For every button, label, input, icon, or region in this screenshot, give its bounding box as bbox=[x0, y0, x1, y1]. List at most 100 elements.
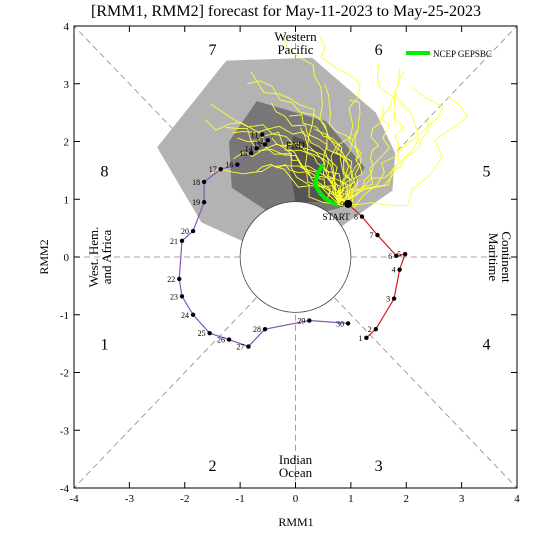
observed-point-label: 24 bbox=[181, 311, 189, 320]
legend: NCEP GEPSBC bbox=[406, 49, 492, 59]
observed-point-label: 25 bbox=[198, 329, 206, 338]
y-tick-label: 4 bbox=[64, 21, 70, 33]
plot-clip-group: 1234567893029282726252423222120191817161… bbox=[74, 26, 517, 488]
ensemble-member-line bbox=[339, 130, 363, 206]
observed-point-label: 6 bbox=[388, 252, 392, 261]
observed-point bbox=[394, 253, 399, 259]
observed-point-label: 5 bbox=[397, 250, 401, 259]
ensemble-member-line bbox=[233, 143, 341, 206]
region-label-right: Maritime bbox=[486, 233, 501, 282]
x-tick-label: -4 bbox=[69, 493, 79, 505]
observed-point bbox=[235, 162, 240, 167]
ensemble-member-line bbox=[237, 131, 341, 206]
phase-label: 7 bbox=[208, 42, 216, 59]
ensemble-member-line bbox=[339, 135, 359, 206]
start-marker bbox=[344, 199, 353, 208]
region-label-right: Continent bbox=[499, 231, 514, 283]
observed-point-label: 20 bbox=[181, 227, 189, 236]
x-tick-label: 4 bbox=[514, 493, 520, 505]
start-label: START bbox=[322, 212, 350, 222]
y-tick-label: -1 bbox=[60, 310, 69, 322]
observed-point-label: 8 bbox=[354, 213, 358, 222]
observed-point bbox=[218, 167, 223, 172]
observed-point-label: 29 bbox=[297, 317, 305, 326]
ensemble-member-line bbox=[282, 35, 355, 206]
observed-point-label: 14 bbox=[245, 144, 253, 153]
observed-point-label: 13 bbox=[253, 140, 261, 149]
ensemble-member-line bbox=[271, 102, 342, 206]
region-label-left: West. Hem. bbox=[86, 227, 101, 288]
observed-point-label: 23 bbox=[170, 292, 178, 301]
y-axis-label: RMM2 bbox=[37, 239, 51, 274]
observed-point-label: 7 bbox=[369, 231, 373, 240]
x-axis: -4 -3 -2 -1 0 1 2 3 4 bbox=[69, 26, 520, 505]
observed-point-label: 26 bbox=[217, 336, 225, 345]
observed-point bbox=[359, 214, 365, 219]
observed-point-label: 27 bbox=[236, 343, 244, 352]
observed-point-label: 12 bbox=[256, 136, 264, 145]
x-tick-label: 0 bbox=[293, 493, 299, 505]
y-tick-label: -2 bbox=[60, 368, 69, 380]
observed-point bbox=[190, 312, 196, 317]
observed-point bbox=[246, 344, 251, 349]
ensemble-member-line bbox=[288, 114, 353, 206]
observed-point-label: 18 bbox=[192, 178, 200, 187]
observed-point bbox=[307, 318, 312, 323]
phase-label: 6 bbox=[375, 42, 383, 59]
region-label-bottom: Indian bbox=[279, 452, 313, 467]
x-tick-label: 3 bbox=[459, 493, 465, 505]
observed-point-label: 21 bbox=[170, 237, 178, 246]
forecast-spread-core bbox=[290, 135, 343, 203]
observed-point bbox=[262, 142, 268, 147]
ensemble-member-line bbox=[324, 83, 354, 206]
y-tick-label: 3 bbox=[64, 79, 70, 91]
region-label-top: Western bbox=[274, 29, 317, 44]
observed-point-label: 19 bbox=[192, 198, 200, 207]
x-tick-label: 2 bbox=[404, 493, 410, 505]
ensemble-member-line bbox=[339, 86, 444, 206]
observed-point-label: 3 bbox=[386, 295, 390, 304]
phase-label: 8 bbox=[100, 163, 108, 180]
observed-line bbox=[347, 203, 407, 339]
observed-point-label: 15 bbox=[239, 149, 247, 158]
ensemble-member-line bbox=[250, 71, 341, 206]
ensemble-member-line bbox=[210, 164, 341, 206]
observed-point-label: 28 bbox=[253, 325, 261, 334]
end-label: END bbox=[286, 141, 305, 151]
observed-point bbox=[373, 326, 378, 332]
chart-title: [RMM1, RMM2] forecast for May-11-2023 to… bbox=[91, 3, 481, 20]
phase-label: 2 bbox=[208, 458, 216, 475]
region-label-left: and Africa bbox=[99, 230, 114, 285]
ensemble-member-line bbox=[339, 120, 429, 206]
region-label-bottom: Ocean bbox=[279, 465, 313, 480]
observed-point-label: 22 bbox=[167, 275, 175, 284]
ensemble-member-line bbox=[205, 119, 340, 206]
forecast-mean-line bbox=[312, 163, 338, 207]
observed-point-label: 1 bbox=[358, 334, 362, 343]
observed-point bbox=[254, 146, 259, 151]
observed-point-label: 16 bbox=[225, 161, 233, 170]
observed-point-label: 30 bbox=[336, 319, 344, 328]
x-tick-label: 1 bbox=[348, 493, 354, 505]
y-tick-label: 0 bbox=[64, 252, 70, 264]
ensemble-members bbox=[205, 35, 469, 208]
observed-point bbox=[226, 337, 232, 342]
observed-point bbox=[201, 199, 207, 205]
ensemble-member-line bbox=[339, 63, 394, 206]
observed-point bbox=[179, 238, 185, 244]
observed-point bbox=[397, 267, 402, 272]
observed-point bbox=[391, 296, 397, 301]
region-label-top: Pacific bbox=[277, 42, 313, 57]
y-tick-label: -4 bbox=[60, 483, 70, 495]
x-axis-label: RMM1 bbox=[278, 515, 313, 529]
ensemble-member-line bbox=[256, 163, 341, 206]
legend-label-ncep: NCEP GEPSBC bbox=[433, 49, 492, 59]
observed-point bbox=[201, 179, 207, 185]
ensemble-member-line bbox=[339, 105, 384, 206]
y-tick-label: -3 bbox=[60, 425, 70, 437]
observed-point bbox=[375, 232, 380, 238]
observed-point-label: 9 bbox=[340, 200, 344, 209]
observed-segment: 12 3 456 7 8 9 bbox=[340, 200, 408, 343]
